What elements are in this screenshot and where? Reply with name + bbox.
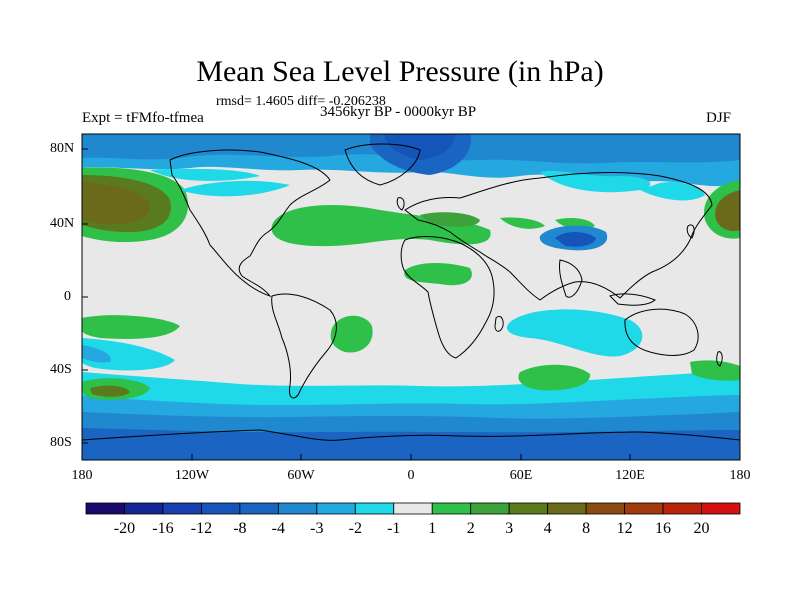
period-label: 3456kyr BP - 0000kyr BP xyxy=(320,104,477,120)
south-atlantic-high xyxy=(330,315,373,353)
uk-coast xyxy=(396,197,405,211)
greenland-coast xyxy=(344,143,421,186)
lat-label-40s: 40S xyxy=(50,362,72,377)
sahara-high xyxy=(404,263,472,286)
india-coast xyxy=(559,259,583,298)
pacific-high-east-core xyxy=(715,190,740,231)
lon-label-120e: 120E xyxy=(615,468,645,483)
mediterranean-high xyxy=(500,217,545,229)
colorbar-tick-label: 20 xyxy=(693,520,710,537)
colorbar-tick-label: -3 xyxy=(310,520,324,537)
coastlines xyxy=(82,143,740,441)
rmsd-diff-stats: rmsd= 1.4605 diff= -0.206238 xyxy=(216,94,386,109)
colorbar-swatch xyxy=(547,502,587,515)
colorbar-swatch xyxy=(701,502,741,515)
colorbar-swatch xyxy=(431,502,472,515)
experiment-label: Expt = tFMfo-tfmea xyxy=(82,110,204,126)
eurasia-coast xyxy=(404,171,713,301)
map-title: Mean Sea Level Pressure (in hPa) xyxy=(196,55,604,88)
south-indian-high xyxy=(518,364,591,391)
atlantic-high xyxy=(271,205,491,247)
colorbar-tick-label: -8 xyxy=(233,520,247,537)
season-label: DJF xyxy=(706,110,732,126)
asia-low-core xyxy=(555,232,596,247)
colorbar-swatch xyxy=(662,502,702,515)
lon-label-180e: 180 xyxy=(729,468,751,483)
antarctica-coast xyxy=(82,429,740,441)
colorbar-swatch xyxy=(201,502,241,515)
colorbar-tick-label: -12 xyxy=(190,520,213,537)
lat-label-80s: 80S xyxy=(50,435,72,450)
colorbar-swatch xyxy=(85,502,125,515)
japan-coast xyxy=(686,224,695,239)
colorbar-tick-label: 12 xyxy=(616,520,633,537)
europe-high-core xyxy=(420,212,480,227)
colorbar-tick-label: 4 xyxy=(543,520,552,537)
greenland-low-core xyxy=(385,134,455,160)
colorbar-tick-label: 16 xyxy=(655,520,672,537)
colorbar-tick-label: -16 xyxy=(152,520,174,537)
tasman-high xyxy=(690,360,740,381)
lon-label-0: 0 xyxy=(407,468,415,483)
lon-label-60e: 60E xyxy=(509,468,533,483)
south-pacific-high xyxy=(82,315,180,339)
south-pacific-green-core xyxy=(90,385,130,397)
axis-ticks xyxy=(81,148,741,460)
pacific-high-west-inner xyxy=(82,182,151,224)
lat-label-80n: 80N xyxy=(50,141,75,156)
africa-coast xyxy=(400,236,495,359)
north-america-coast xyxy=(169,149,331,298)
colorbar-tick-label: 3 xyxy=(505,520,514,537)
colorbar-tick-label: -4 xyxy=(271,520,286,537)
lon-label-60w: 60W xyxy=(287,468,315,483)
colorbar-swatch xyxy=(393,502,433,515)
pressure-field xyxy=(82,134,740,460)
antarctic-low xyxy=(82,428,740,460)
colorbar-tick-label: -20 xyxy=(113,520,136,537)
new-zealand-coast xyxy=(716,351,723,367)
south-pacific-blue xyxy=(82,345,111,363)
colorbar-tick-label: -1 xyxy=(387,520,401,537)
colorbar-tick-label: 2 xyxy=(466,520,475,537)
colorbar-tick-label: -2 xyxy=(348,520,362,537)
lon-label-180w: 180 xyxy=(71,468,93,483)
north-pacific-cyan xyxy=(180,180,290,197)
lat-label-40n: 40N xyxy=(50,216,75,231)
colorbar-swatch xyxy=(162,502,202,515)
indian-ocean-cyan xyxy=(506,309,643,357)
south-america-coast xyxy=(271,293,337,399)
colorbar-swatch xyxy=(585,502,625,515)
colorbar-tick-label: 1 xyxy=(428,520,437,537)
lon-label-120w: 120W xyxy=(174,468,210,483)
indonesia-coast xyxy=(609,293,656,306)
colorbar-swatch xyxy=(239,502,279,515)
northwest-pacific-cyan xyxy=(640,182,705,201)
colorbar-swatch xyxy=(277,502,318,515)
colorbar-swatch xyxy=(508,502,549,515)
lat-label-0: 0 xyxy=(64,289,71,304)
colorbar-swatch xyxy=(470,502,510,515)
colorbar-swatch xyxy=(316,502,356,515)
colorbar-tick-label: 8 xyxy=(582,520,591,537)
siberia-cyan xyxy=(540,171,651,193)
colorbar-swatch xyxy=(354,502,395,515)
colorbar xyxy=(85,502,741,515)
alaska-cyan xyxy=(150,168,260,181)
australia-coast xyxy=(624,308,699,356)
colorbar-swatch xyxy=(624,502,664,515)
colorbar-swatch xyxy=(124,502,164,515)
madagascar-coast xyxy=(494,315,504,332)
